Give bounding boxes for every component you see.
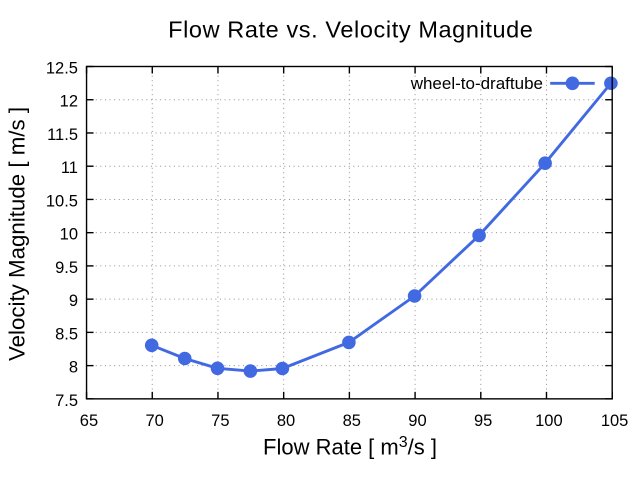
svg-text:70: 70: [145, 412, 163, 430]
svg-text:Flow Rate vs. Velocity Magnitu: Flow Rate vs. Velocity Magnitude: [168, 17, 533, 43]
svg-text:Velocity Magnitude [ m/s ]: Velocity Magnitude [ m/s ]: [5, 107, 30, 361]
svg-text:80: 80: [277, 412, 295, 430]
svg-text:95: 95: [474, 412, 492, 430]
svg-text:65: 65: [80, 412, 98, 430]
svg-text:90: 90: [408, 412, 426, 430]
svg-text:11.5: 11.5: [47, 126, 78, 144]
svg-text:85: 85: [343, 412, 361, 430]
svg-text:105: 105: [601, 412, 629, 430]
svg-text:9.5: 9.5: [55, 259, 78, 277]
svg-text:10.5: 10.5: [46, 192, 78, 210]
svg-text:12: 12: [60, 93, 78, 111]
svg-text:12.5: 12.5: [46, 59, 78, 77]
svg-text:10: 10: [60, 226, 78, 244]
svg-text:8: 8: [69, 359, 78, 377]
svg-text:11: 11: [61, 159, 78, 177]
svg-text:wheel-to-draftube: wheel-to-draftube: [410, 74, 543, 93]
svg-text:75: 75: [211, 412, 229, 430]
svg-text:8.5: 8.5: [55, 325, 78, 343]
svg-text:9: 9: [69, 292, 78, 310]
svg-text:7.5: 7.5: [55, 392, 78, 410]
svg-text:100: 100: [535, 412, 563, 430]
svg-text:Flow Rate [ m3/s ]: Flow Rate [ m3/s ]: [263, 434, 437, 460]
